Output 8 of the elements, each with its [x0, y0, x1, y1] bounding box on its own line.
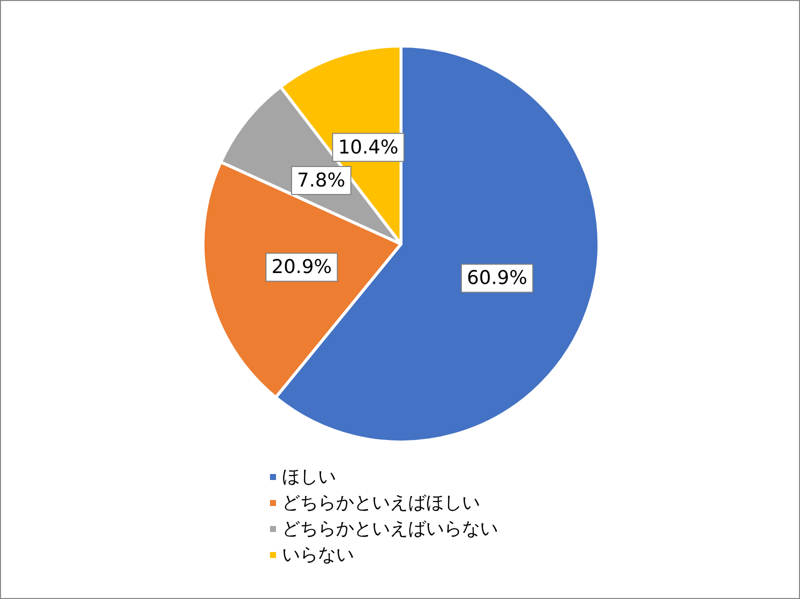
data-label: 20.9%: [271, 256, 332, 278]
legend-label: ほしい: [282, 466, 336, 488]
data-label: 10.4%: [338, 136, 398, 158]
legend-label: どちらかといえばいらない: [282, 518, 498, 540]
data-label: 60.9%: [466, 267, 528, 290]
legend-label: いらない: [282, 544, 354, 566]
data-label: 7.8%: [297, 169, 346, 192]
legend-label: どちらかといえばほしい: [282, 492, 480, 514]
